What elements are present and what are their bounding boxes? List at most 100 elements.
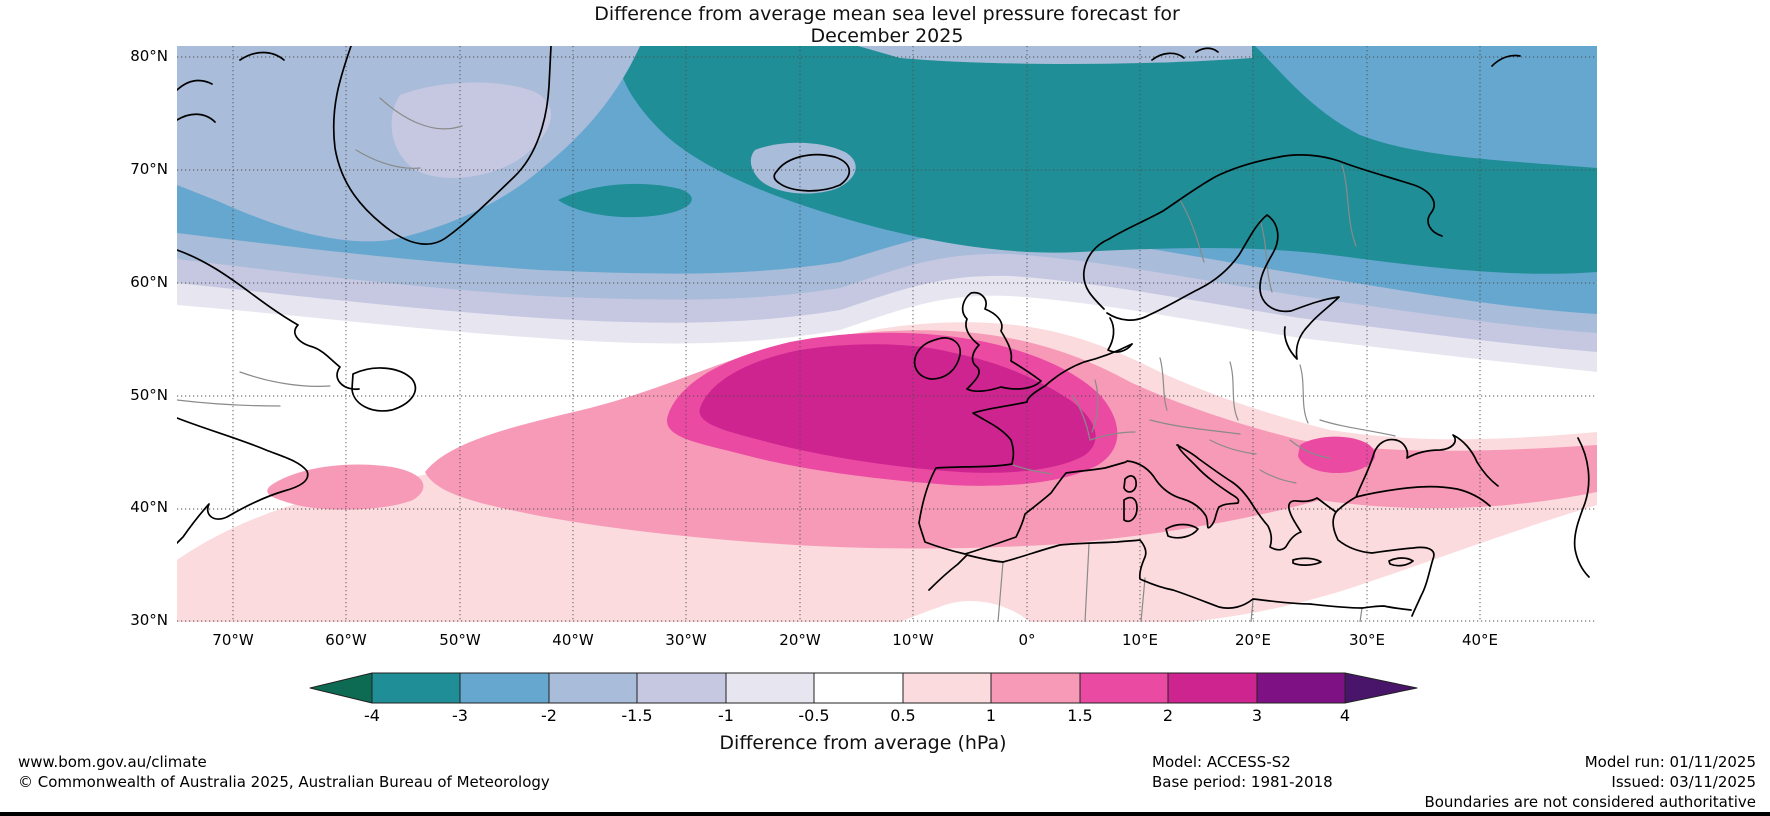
colorbar-segment (990, 672, 1081, 704)
coastline-turkey-levant (1332, 511, 1435, 617)
x-tick-label: 40°W (552, 631, 594, 649)
x-tick-label: 50°W (439, 631, 481, 649)
coastline-ireland (913, 337, 962, 380)
border-greenland-detail (355, 97, 463, 169)
x-tick-label: 0° (1018, 631, 1036, 649)
coastline-arctic-canada (177, 51, 285, 123)
y-tick-label: 40°N (130, 498, 168, 516)
y-tick-label: 60°N (130, 273, 168, 291)
colorbar-segment (1256, 672, 1346, 704)
x-tick-label: 30°W (665, 631, 707, 649)
coastline-denmark (1107, 317, 1133, 353)
colorbar-tick-label: 2 (1162, 706, 1174, 725)
x-tick-label: 70°W (212, 631, 254, 649)
contour-band-pos-2-3 (699, 344, 1096, 473)
coastline-cyprus (1388, 557, 1414, 567)
colorbar-tick-label: -1.5 (621, 706, 653, 725)
colorbar-segment (725, 672, 815, 704)
colorbar-under-arrow (309, 672, 373, 704)
coastline-adriatic-greece (1176, 444, 1337, 551)
contour-band-neg-3-4-southwest-wedge (558, 183, 692, 218)
x-tick-label: 40°E (1461, 631, 1499, 649)
colorbar-segment (902, 672, 992, 704)
y-tick-label: 30°N (130, 611, 168, 629)
coastline-iceland (773, 153, 850, 192)
coastline-caspian (1573, 437, 1590, 578)
colorbar-tick-label: 1.5 (1067, 706, 1093, 725)
coastline-great-britain (961, 291, 1042, 393)
coastline-svalbard (1151, 47, 1521, 67)
footer-model-info: Model: ACCESS-S2 Base period: 1981-2018 (1152, 752, 1333, 792)
colorbar-segment (371, 672, 461, 704)
coastline-crete (1292, 557, 1322, 566)
x-tick-label: 10°E (1121, 631, 1159, 649)
colorbar-tick-label: -0.5 (798, 706, 830, 725)
coastline-labrador (177, 249, 360, 390)
page-title: Difference from average mean sea level p… (177, 3, 1597, 47)
colorbar-tick-label: 0.5 (890, 706, 916, 725)
footer-issued: Issued: 03/11/2025 (1611, 773, 1756, 791)
border-scandinavia (1179, 164, 1357, 293)
contour-band-pos-1-1p5-west-patch (267, 464, 424, 510)
contour-band-neg-3-4 (617, 46, 1597, 274)
colorbar-segment (636, 672, 727, 704)
colorbar-segment (548, 672, 638, 704)
gridlines (177, 46, 1597, 622)
colorbar-tick-label: 3 (1251, 706, 1263, 725)
title-line-2: December 2025 (810, 25, 964, 47)
colorbar (309, 672, 1418, 704)
x-tick-label: 60°W (325, 631, 367, 649)
coastline-western-europe-iberia (918, 343, 1133, 555)
title-line-1: Difference from average mean sea level p… (594, 3, 1180, 25)
coastline-north-africa (928, 539, 1412, 611)
x-tick-label: 30°E (1348, 631, 1386, 649)
country-borders (177, 97, 1396, 622)
footer-right: Model run: 01/11/2025 Issued: 03/11/2025… (1424, 752, 1756, 812)
border-north-africa (997, 543, 1363, 622)
colorbar-tick-label: -2 (541, 706, 557, 725)
footer-url: www.bom.gov.au/climate (18, 753, 207, 771)
coastline-nova-scotia-new-england (177, 417, 309, 544)
coastline-italy (1126, 444, 1240, 529)
colorbar-over-arrow (1344, 672, 1418, 704)
coastline-newfoundland (351, 367, 417, 412)
y-tick-label: 70°N (130, 160, 168, 178)
footer-model-run: Model run: 01/11/2025 (1584, 753, 1756, 771)
coastline-sardinia (1123, 496, 1138, 523)
coastline-sicily (1165, 523, 1199, 539)
bottom-border-bar (0, 812, 1770, 816)
x-tick-label: 20°E (1234, 631, 1272, 649)
coastline-corsica (1123, 475, 1137, 493)
footer-boundaries-note: Boundaries are not considered authoritat… (1424, 793, 1756, 811)
colorbar-segment (813, 672, 904, 704)
border-central-europe (1149, 357, 1396, 437)
contour-greenland-lavender-core (391, 82, 552, 178)
colorbar-segment (1079, 672, 1169, 704)
coastline-greenland (332, 46, 552, 245)
border-north-america (177, 371, 331, 407)
colorbar-tick-label: -1 (718, 706, 734, 725)
colorbar-tick-label: 4 (1339, 706, 1351, 725)
footer-left: www.bom.gov.au/climate © Commonwealth of… (18, 752, 550, 792)
coastline-baltic (1106, 214, 1340, 360)
colorbar-tick-label: -3 (452, 706, 468, 725)
gridline-lon (232, 46, 1481, 622)
colorbar-tick-label: 1 (985, 706, 997, 725)
x-tick-label: 10°W (892, 631, 934, 649)
contour-band-pos-1p5-2-blacksea-patch (1298, 436, 1376, 474)
colorbar-segment (1167, 672, 1258, 704)
map-layers (177, 46, 1597, 622)
y-tick-label: 80°N (130, 47, 168, 65)
border-balkans (1209, 439, 1331, 484)
footer-model: Model: ACCESS-S2 (1152, 753, 1291, 771)
border-europe-west (1012, 379, 1136, 475)
colorbar-label: Difference from average (hPa) (719, 732, 1007, 754)
coastline-black-sea (1335, 434, 1499, 513)
y-tick-label: 50°N (130, 386, 168, 404)
coastline-scandinavia (1082, 154, 1443, 310)
colorbar-segment (459, 672, 550, 704)
footer-base-period: Base period: 1981-2018 (1152, 773, 1333, 791)
footer-copyright: © Commonwealth of Australia 2025, Austra… (18, 773, 550, 791)
